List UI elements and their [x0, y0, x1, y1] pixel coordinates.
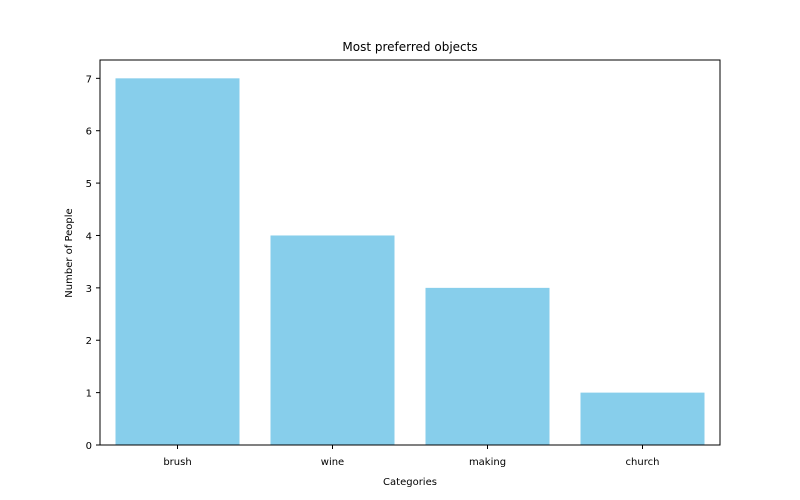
- x-tick-label: church: [626, 457, 660, 468]
- y-tick-label: 5: [86, 179, 92, 190]
- bar-making: [425, 287, 550, 445]
- y-axis-ticks: 0 1 2 3 4 5 6 7: [86, 74, 100, 452]
- y-tick-label: 4: [86, 231, 92, 242]
- y-tick-label: 1: [86, 389, 92, 400]
- bars-group: [115, 78, 705, 445]
- y-axis-title: Number of People: [64, 208, 75, 297]
- chart-title: Most preferred objects: [342, 40, 477, 54]
- x-axis-ticks: brush wine making church: [163, 445, 659, 468]
- x-tick-label: brush: [163, 457, 191, 468]
- y-tick-label: 6: [86, 127, 92, 138]
- x-axis-title: Categories: [383, 477, 437, 488]
- y-tick-label: 0: [86, 441, 92, 452]
- plot-frame: [99, 59, 721, 446]
- bar-brush: [115, 78, 240, 445]
- y-tick-label: 3: [86, 284, 92, 295]
- bar-church: [580, 392, 705, 445]
- x-tick-label: making: [469, 457, 506, 468]
- bar-wine: [270, 235, 395, 445]
- x-tick-label: wine: [321, 457, 344, 468]
- y-tick-label: 2: [86, 336, 92, 347]
- y-tick-label: 7: [86, 74, 92, 85]
